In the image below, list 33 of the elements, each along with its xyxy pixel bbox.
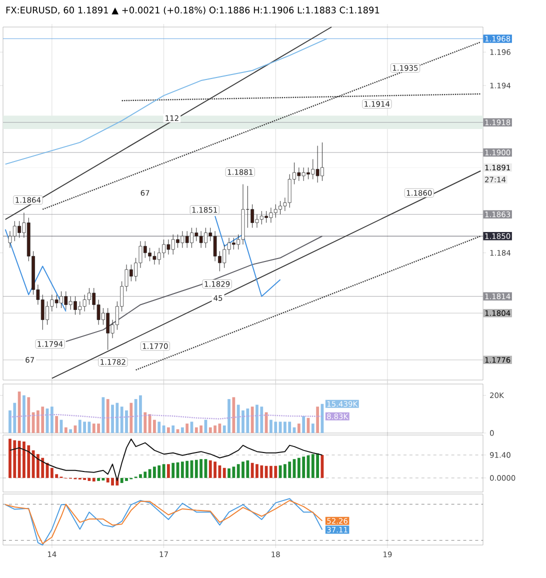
bar [264, 412, 268, 434]
bar [144, 412, 147, 434]
bar [232, 397, 236, 434]
bar [172, 462, 175, 478]
bar [92, 478, 96, 482]
line-series [4, 38, 328, 165]
bar [153, 420, 156, 434]
bar [176, 429, 180, 434]
bar [106, 399, 110, 434]
bar [180, 427, 184, 434]
bar [69, 429, 72, 434]
bar [50, 406, 54, 434]
bar [22, 395, 26, 434]
bar [97, 478, 100, 481]
bar [250, 406, 254, 434]
bar [172, 425, 175, 434]
bar [166, 427, 170, 434]
bar [297, 424, 300, 434]
bar [222, 468, 226, 478]
line-series [9, 438, 323, 481]
chart-title: FX:EURUSD, 60 1.1891 ▲ +0.0021 (+0.18%) O:1.1886 H:1.1906 L:1.1883 C:1.1891 [6, 6, 380, 15]
bar [130, 402, 133, 434]
bar [158, 422, 161, 434]
bar [316, 406, 320, 434]
bar [18, 392, 21, 434]
bar [302, 416, 306, 434]
line-series [4, 228, 66, 312]
bar [27, 397, 30, 434]
bar [186, 424, 189, 434]
bar [64, 427, 68, 434]
bar [311, 424, 314, 434]
bar [166, 464, 170, 478]
bar [55, 416, 58, 434]
